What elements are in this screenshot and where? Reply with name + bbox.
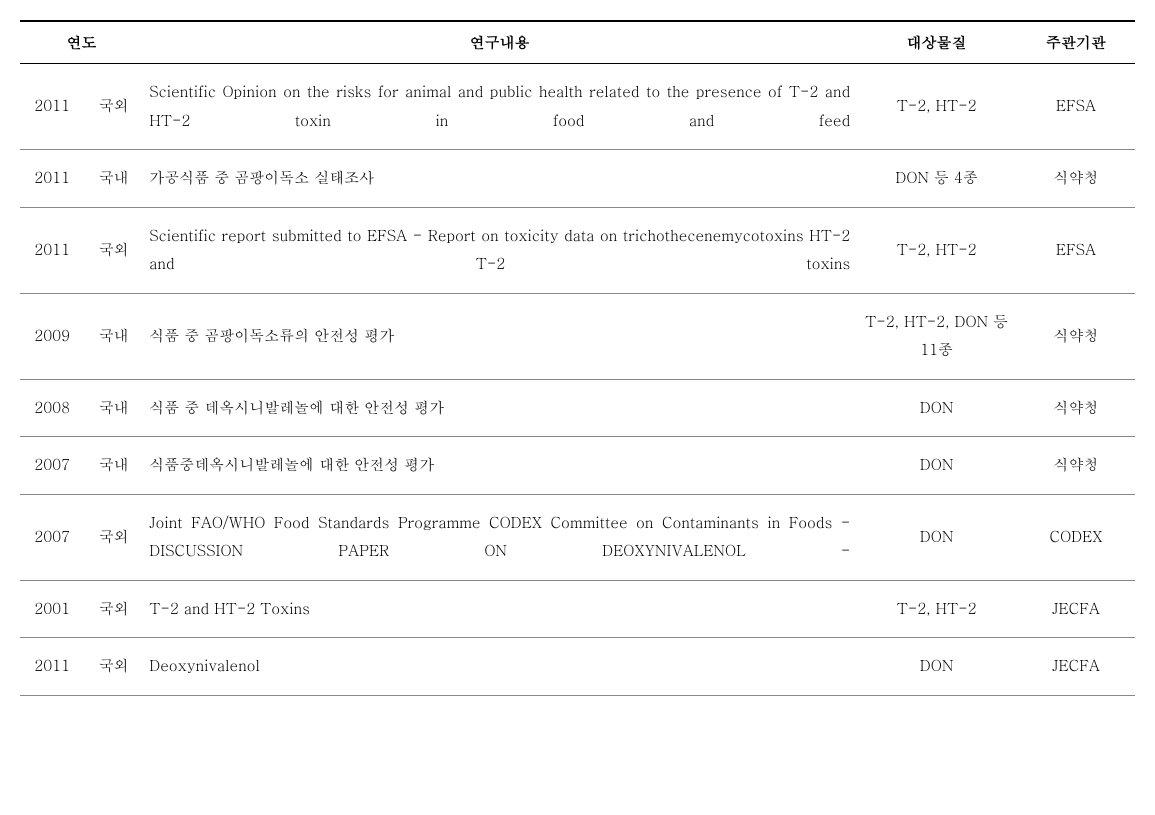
cell-year: 2007	[20, 437, 84, 495]
cell-substance: DON	[856, 638, 1017, 696]
cell-region: 국외	[84, 207, 143, 293]
cell-year: 2009	[20, 293, 84, 379]
table-row: 2008국내식품 중 데옥시니발레놀에 대한 안전성 평가DON식약청	[20, 379, 1135, 437]
cell-region: 국외	[84, 494, 143, 580]
cell-year: 2008	[20, 379, 84, 437]
cell-content: Deoxynivalenol	[143, 638, 856, 696]
cell-region: 국외	[84, 638, 143, 696]
cell-organization: 식약청	[1017, 293, 1135, 379]
header-substance: 대상물질	[856, 21, 1017, 64]
cell-substance: T-2, HT-2, DON 등 11종	[856, 293, 1017, 379]
cell-organization: EFSA	[1017, 64, 1135, 150]
cell-content: Scientific report submitted to EFSA - Re…	[143, 207, 856, 293]
cell-content: 식품중데옥시니발레놀에 대한 안전성 평가	[143, 437, 856, 495]
cell-substance: T-2, HT-2	[856, 580, 1017, 638]
header-row: 연도 연구내용 대상물질 주관기관	[20, 21, 1135, 64]
table-row: 2007국내식품중데옥시니발레놀에 대한 안전성 평가DON식약청	[20, 437, 1135, 495]
cell-organization: 식약청	[1017, 379, 1135, 437]
cell-organization: JECFA	[1017, 580, 1135, 638]
cell-substance: DON	[856, 437, 1017, 495]
cell-content: 식품 중 데옥시니발레놀에 대한 안전성 평가	[143, 379, 856, 437]
header-content: 연구내용	[143, 21, 856, 64]
table-row: 2001국외T-2 and HT-2 ToxinsT-2, HT-2JECFA	[20, 580, 1135, 638]
cell-content: Scientific Opinion on the risks for anim…	[143, 64, 856, 150]
cell-year: 2011	[20, 638, 84, 696]
cell-region: 국외	[84, 580, 143, 638]
cell-organization: CODEX	[1017, 494, 1135, 580]
cell-organization: EFSA	[1017, 207, 1135, 293]
cell-region: 국외	[84, 64, 143, 150]
header-organization: 주관기관	[1017, 21, 1135, 64]
cell-region: 국내	[84, 437, 143, 495]
cell-year: 2011	[20, 64, 84, 150]
table-row: 2009국내식품 중 곰팡이독소류의 안전성 평가T-2, HT-2, DON …	[20, 293, 1135, 379]
cell-region: 국내	[84, 293, 143, 379]
research-table: 연도 연구내용 대상물질 주관기관 2011국외Scientific Opini…	[20, 20, 1135, 696]
cell-content: 가공식품 중 곰팡이독소 실태조사	[143, 150, 856, 208]
cell-year: 2011	[20, 207, 84, 293]
table-row: 2011국외Scientific report submitted to EFS…	[20, 207, 1135, 293]
cell-year: 2001	[20, 580, 84, 638]
table-row: 2011국외Scientific Opinion on the risks fo…	[20, 64, 1135, 150]
cell-organization: 식약청	[1017, 437, 1135, 495]
cell-substance: DON	[856, 379, 1017, 437]
header-year: 연도	[20, 21, 143, 64]
cell-content: Joint FAO/WHO Food Standards Programme C…	[143, 494, 856, 580]
table-row: 2007국외Joint FAO/WHO Food Standards Progr…	[20, 494, 1135, 580]
cell-organization: JECFA	[1017, 638, 1135, 696]
cell-region: 국내	[84, 379, 143, 437]
cell-year: 2011	[20, 150, 84, 208]
cell-organization: 식약청	[1017, 150, 1135, 208]
cell-region: 국내	[84, 150, 143, 208]
cell-substance: DON	[856, 494, 1017, 580]
table-row: 2011국내가공식품 중 곰팡이독소 실태조사DON 등 4종식약청	[20, 150, 1135, 208]
cell-substance: T-2, HT-2	[856, 64, 1017, 150]
cell-substance: T-2, HT-2	[856, 207, 1017, 293]
cell-content: 식품 중 곰팡이독소류의 안전성 평가	[143, 293, 856, 379]
cell-content: T-2 and HT-2 Toxins	[143, 580, 856, 638]
cell-year: 2007	[20, 494, 84, 580]
table-row: 2011국외DeoxynivalenolDONJECFA	[20, 638, 1135, 696]
cell-substance: DON 등 4종	[856, 150, 1017, 208]
